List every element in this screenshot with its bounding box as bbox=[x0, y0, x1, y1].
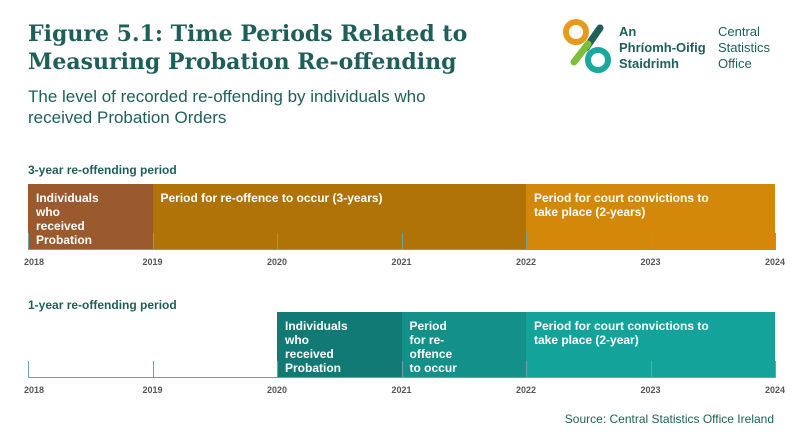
timeline-segment: Period for court convictions to take pla… bbox=[526, 184, 775, 249]
timeline-segment: Period for re-offence to occur (1-year) bbox=[401, 312, 526, 389]
axis-tick bbox=[28, 233, 29, 250]
axis-tick bbox=[775, 233, 776, 250]
axis-year-label: 2020 bbox=[266, 257, 288, 267]
figure-title: Figure 5.1: Time Periods Related to Meas… bbox=[28, 21, 468, 75]
source-note: Source: Central Statistics Office Irelan… bbox=[564, 412, 774, 426]
timeline-segment: Individuals who received Probation Order… bbox=[28, 184, 153, 261]
axis-year-label: 2021 bbox=[391, 385, 412, 395]
axis-tick bbox=[650, 361, 652, 378]
axis-tick bbox=[28, 361, 29, 378]
logo-english-line1: Central bbox=[718, 24, 760, 39]
axis-year-label: 2022 bbox=[515, 385, 537, 395]
axis-tick bbox=[401, 233, 403, 250]
period-label-1yr: 1-year re-offending period bbox=[28, 298, 177, 312]
axis-year-label: 2019 bbox=[142, 385, 163, 395]
axis-year-label: 2021 bbox=[391, 257, 412, 267]
axis-year-label: 2023 bbox=[640, 257, 661, 267]
figure-subtitle: The level of recorded re-offending by in… bbox=[28, 87, 426, 127]
axis-tick bbox=[401, 361, 403, 378]
logo-irish-line1: An bbox=[619, 24, 637, 39]
axis-tick bbox=[277, 233, 278, 250]
logo-irish-text: An Phríomh-Oifig Staidrimh bbox=[619, 24, 719, 72]
axis-tick bbox=[277, 361, 278, 378]
logo-english-text: Central Statistics Office bbox=[718, 24, 798, 72]
logo-irish-line3: Staidrimh bbox=[619, 56, 679, 71]
logo-irish-line2: Phríomh-Oifig bbox=[619, 40, 706, 55]
axis-tick bbox=[650, 233, 652, 250]
axis-year-label: 2024 bbox=[764, 385, 786, 395]
axis-year-label: 2024 bbox=[764, 257, 786, 267]
axis-tick bbox=[526, 233, 527, 250]
axis-year-label: 2022 bbox=[515, 257, 537, 267]
period-label-3yr: 3-year re-offending period bbox=[28, 163, 177, 177]
axis-year-label: 2018 bbox=[23, 257, 45, 267]
axis-tick bbox=[152, 361, 154, 378]
axis-year-label: 2019 bbox=[142, 257, 163, 267]
timeline-segment: Individuals who received Probation Order… bbox=[277, 312, 402, 389]
axis-year-label: 2018 bbox=[23, 385, 45, 395]
axis-year-label: 2023 bbox=[640, 385, 661, 395]
axis-tick bbox=[526, 361, 527, 378]
cso-logo-icon bbox=[563, 19, 611, 73]
timeline-segment: Period for re-offence to occur (3-years) bbox=[152, 184, 526, 249]
logo-english-line3: Office bbox=[718, 56, 752, 71]
logo-english-line2: Statistics bbox=[718, 40, 771, 55]
axis-year-label: 2020 bbox=[266, 385, 288, 395]
axis-tick bbox=[775, 361, 776, 378]
axis-tick bbox=[152, 233, 154, 250]
